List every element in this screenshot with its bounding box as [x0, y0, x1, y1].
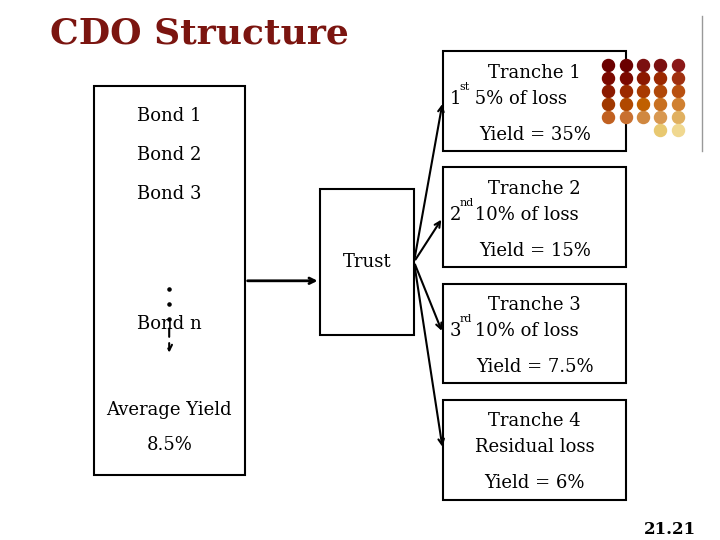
Text: rd: rd: [459, 314, 472, 324]
Bar: [94, 86, 245, 475]
Point: [620, 112, 631, 121]
Bar: [443, 51, 626, 151]
Point: [672, 112, 683, 121]
Point: [637, 86, 649, 95]
Bar: [320, 189, 414, 335]
Text: Tranche 3: Tranche 3: [488, 296, 581, 314]
Point: [637, 73, 649, 82]
Text: 10% of loss: 10% of loss: [469, 322, 578, 340]
Bar: [443, 400, 626, 500]
Point: [603, 73, 614, 82]
Point: [654, 73, 666, 82]
Point: [620, 86, 631, 95]
Text: Yield = 15%: Yield = 15%: [479, 242, 590, 260]
Point: [620, 60, 631, 69]
Point: [637, 60, 649, 69]
Text: Yield = 6%: Yield = 6%: [485, 474, 585, 492]
Text: 10% of loss: 10% of loss: [469, 206, 578, 224]
Point: [654, 86, 666, 95]
Text: Residual loss: Residual loss: [474, 438, 595, 456]
Text: Tranche 2: Tranche 2: [488, 180, 581, 198]
Point: [672, 60, 683, 69]
Point: [654, 125, 666, 134]
Point: [672, 99, 683, 108]
Point: [654, 60, 666, 69]
Point: [603, 60, 614, 69]
Bar: [443, 284, 626, 383]
Point: [654, 112, 666, 121]
Text: Tranche 4: Tranche 4: [488, 412, 581, 430]
Text: Bond n: Bond n: [137, 315, 202, 333]
Text: Bond 2: Bond 2: [137, 146, 202, 164]
Text: Yield = 7.5%: Yield = 7.5%: [476, 358, 593, 376]
Text: 5% of loss: 5% of loss: [469, 90, 567, 107]
Text: Bond 3: Bond 3: [137, 185, 202, 203]
Text: 8.5%: 8.5%: [146, 436, 192, 455]
Text: 21.21: 21.21: [644, 521, 696, 538]
Point: [603, 99, 614, 108]
Text: st: st: [459, 82, 469, 92]
Text: Average Yield: Average Yield: [107, 401, 232, 420]
Point: [603, 86, 614, 95]
Text: CDO Structure: CDO Structure: [50, 16, 349, 50]
Text: 3: 3: [450, 322, 462, 340]
Text: Yield = 35%: Yield = 35%: [479, 126, 590, 144]
Text: Tranche 1: Tranche 1: [488, 64, 581, 82]
Text: nd: nd: [459, 198, 474, 208]
Point: [620, 99, 631, 108]
Point: [672, 73, 683, 82]
Text: Trust: Trust: [343, 253, 392, 271]
Point: [637, 99, 649, 108]
Point: [620, 73, 631, 82]
Bar: [443, 167, 626, 267]
Point: [672, 125, 683, 134]
Point: [637, 112, 649, 121]
Text: 1: 1: [450, 90, 462, 107]
Text: 2: 2: [450, 206, 462, 224]
Point: [654, 99, 666, 108]
Text: Bond 1: Bond 1: [137, 107, 202, 125]
Point: [603, 112, 614, 121]
Point: [672, 86, 683, 95]
